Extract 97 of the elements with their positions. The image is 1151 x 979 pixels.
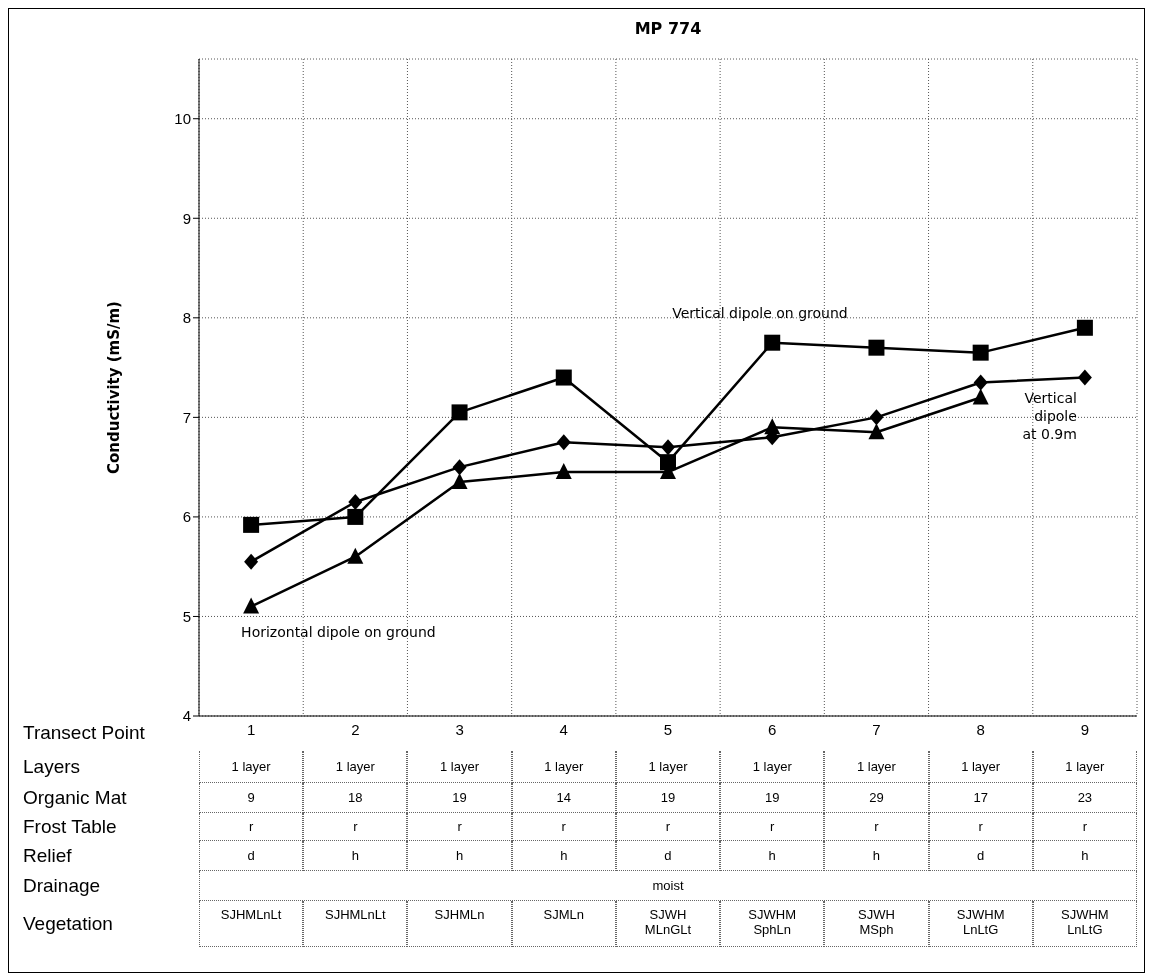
text: 1 layer — [335, 759, 375, 774]
point — [555, 369, 572, 386]
x-tick-label: 8 — [976, 720, 985, 738]
text: 23 — [1077, 790, 1093, 805]
y-axis-title: Conductivity (mS/m) — [105, 301, 124, 474]
point — [347, 547, 364, 564]
x-tick-label: 5 — [663, 720, 673, 738]
point — [348, 493, 363, 510]
x-tick-label: 2 — [351, 720, 360, 738]
text: SJWHM SphLn — [748, 907, 797, 937]
text: Layers — [22, 756, 82, 778]
point — [347, 508, 364, 525]
text: r — [353, 819, 358, 834]
text: h — [1081, 848, 1089, 863]
text: Drainage — [22, 875, 102, 897]
y-tick-label: 9 — [182, 209, 191, 227]
text: SJHMLnLt — [324, 907, 386, 922]
point — [868, 423, 885, 440]
y-tick-label: 10 — [174, 110, 191, 128]
text: r — [665, 819, 671, 834]
chart-title: MP 774 — [633, 19, 703, 38]
x-tick-label: 7 — [872, 720, 881, 738]
point — [764, 418, 781, 435]
text: 19 — [764, 790, 780, 805]
text: Organic Mat — [22, 787, 128, 809]
y-tick-label: 8 — [182, 309, 191, 327]
point — [972, 388, 989, 405]
point — [764, 334, 781, 351]
text: 9 — [247, 790, 255, 805]
text: 19 — [452, 790, 467, 805]
point — [973, 374, 988, 391]
text: SJHMLn — [434, 907, 485, 922]
text: 1 layer — [440, 759, 480, 774]
text: h — [455, 848, 464, 863]
text: Relief — [22, 845, 73, 867]
text: h — [560, 848, 568, 863]
y-tick-label: 7 — [182, 408, 191, 426]
text: 17 — [973, 790, 988, 805]
series-label: Vertical dipole on ground — [672, 304, 848, 321]
text: h — [768, 848, 776, 863]
text: h — [351, 848, 359, 863]
text: SJMLn — [543, 907, 584, 922]
point — [1076, 319, 1093, 336]
text: r — [1082, 819, 1088, 834]
text: r — [248, 819, 254, 834]
text: SJWHM LnLtG — [1061, 907, 1109, 937]
x-tick-label: 1 — [246, 720, 256, 738]
point — [972, 344, 989, 361]
point — [451, 473, 468, 490]
text: r — [874, 819, 879, 834]
series-label: Horizontal dipole on ground — [241, 623, 436, 640]
y-tick-label: 4 — [182, 707, 191, 725]
y-tick-label: 6 — [182, 508, 191, 526]
point — [243, 597, 260, 614]
point — [869, 409, 884, 426]
text: SJWH MSph — [858, 907, 895, 937]
text: 1 layer — [856, 759, 896, 774]
text: d — [664, 848, 672, 863]
text: 1 layer — [231, 759, 271, 774]
point — [452, 459, 467, 476]
x-tick-label: 4 — [559, 720, 568, 738]
text: r — [770, 819, 775, 834]
text: 29 — [869, 790, 884, 805]
text: 18 — [348, 790, 363, 805]
point — [243, 516, 260, 533]
text: d — [977, 848, 985, 863]
text: d — [247, 848, 255, 863]
text: moist — [652, 878, 684, 893]
point — [661, 439, 675, 456]
text: 1 layer — [1065, 759, 1105, 774]
point — [1077, 369, 1092, 386]
text: r — [457, 819, 462, 834]
text: Frost Table — [22, 816, 118, 838]
text: r — [561, 819, 566, 834]
text: SJWHM LnLtG — [956, 907, 1005, 937]
text: 14 — [556, 790, 571, 805]
text: h — [872, 848, 881, 863]
point — [555, 463, 572, 480]
text: r — [978, 819, 983, 834]
x-tick-label: 3 — [455, 720, 464, 738]
text: Vegetation — [22, 913, 114, 935]
x-tick-label: 6 — [768, 720, 777, 738]
text: SJWH MLnGLt — [644, 907, 692, 937]
point — [868, 339, 885, 356]
text: SJHMLnLt — [220, 907, 282, 922]
point — [451, 404, 468, 421]
y-tick-label: 5 — [182, 607, 191, 625]
text: 1 layer — [961, 759, 1001, 774]
text: Transect Point — [23, 722, 145, 744]
text: 19 — [660, 790, 676, 805]
x-tick-label: 9 — [1080, 720, 1090, 738]
point — [556, 434, 571, 451]
text: 1 layer — [752, 759, 792, 774]
text: 1 layer — [648, 759, 688, 774]
series-label: Vertical dipole at 0.9m — [1022, 389, 1077, 442]
text: 1 layer — [544, 759, 584, 774]
point — [244, 553, 259, 570]
